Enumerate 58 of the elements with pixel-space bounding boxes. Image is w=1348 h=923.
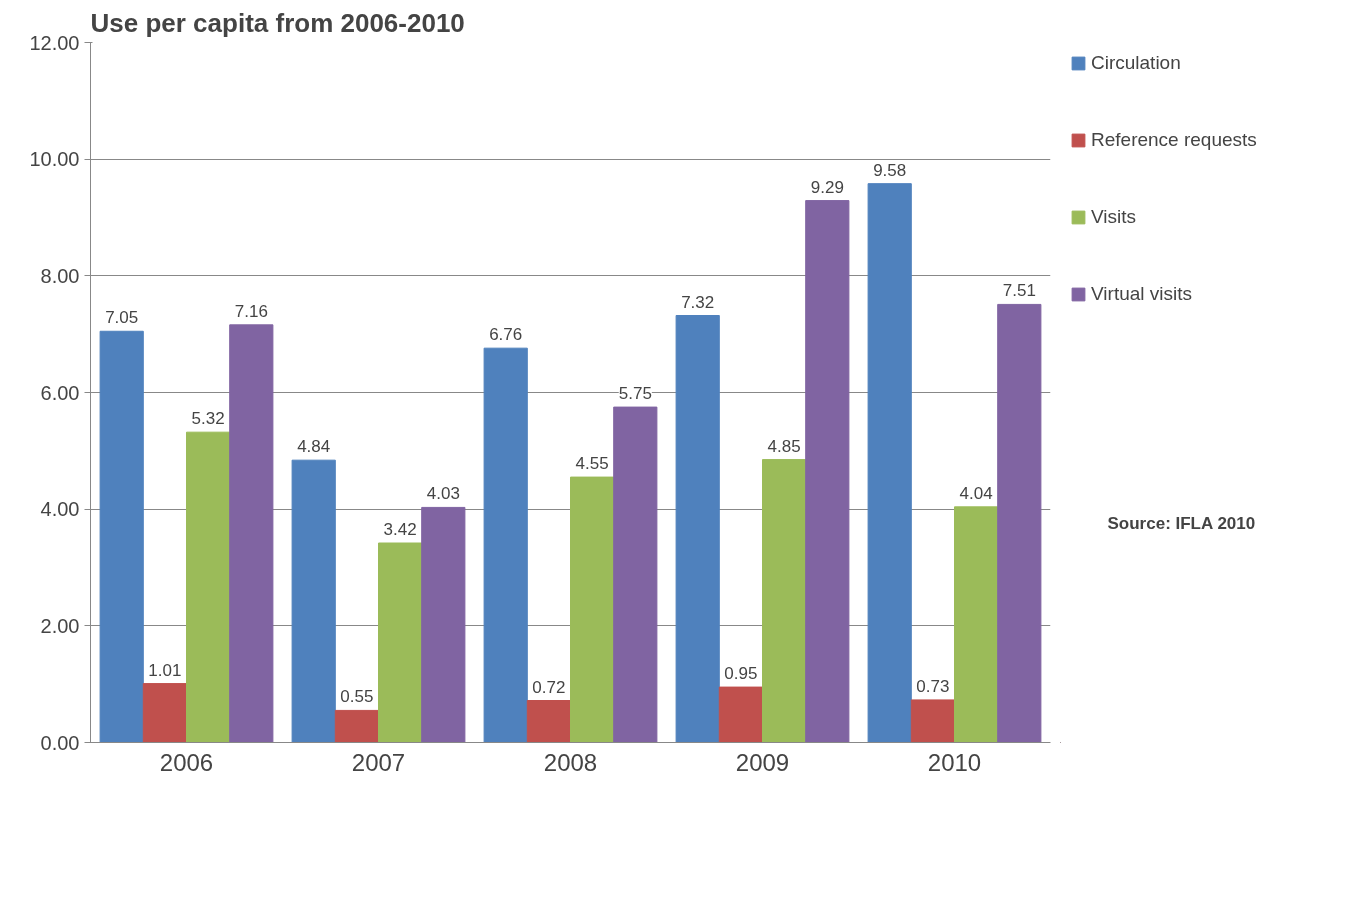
data-label: 4.85 xyxy=(767,436,801,456)
y-tick-label: 4.00 xyxy=(40,498,80,521)
bar xyxy=(570,476,615,743)
bar xyxy=(910,699,955,743)
data-label: 9.29 xyxy=(810,177,844,197)
y-tick-label: 0.00 xyxy=(40,731,80,754)
source-note: Source: IFLA 2010 xyxy=(1107,513,1256,533)
bar xyxy=(526,700,571,743)
data-label: 4.03 xyxy=(426,484,460,504)
y-tick-label: 10.00 xyxy=(29,148,80,171)
chart-title: Use per capita from 2006-2010 xyxy=(90,7,465,38)
bar xyxy=(954,506,999,743)
bar xyxy=(483,347,528,743)
y-tick-label: 8.00 xyxy=(40,264,80,287)
data-label: 5.32 xyxy=(191,409,225,429)
data-label: 4.55 xyxy=(575,454,609,474)
data-label: 0.55 xyxy=(340,687,374,707)
x-tick-label: 2010 xyxy=(927,748,982,776)
data-label: 4.84 xyxy=(297,437,331,457)
legend-label: Virtual visits xyxy=(1091,283,1193,305)
data-label: 5.75 xyxy=(618,384,652,404)
bar xyxy=(997,303,1042,743)
data-label: 6.76 xyxy=(489,325,523,345)
bar xyxy=(142,683,187,743)
data-label: 9.58 xyxy=(873,160,907,180)
bar xyxy=(99,330,144,743)
x-tick-label: 2008 xyxy=(543,748,598,776)
bar xyxy=(867,183,912,743)
data-label: 1.01 xyxy=(148,660,182,680)
data-label: 0.72 xyxy=(532,677,566,697)
data-label: 7.51 xyxy=(1002,281,1036,301)
x-tick-label: 2007 xyxy=(351,748,406,776)
bar xyxy=(334,709,379,743)
bar xyxy=(291,459,336,743)
bar xyxy=(718,686,763,743)
legend-label: Reference requests xyxy=(1091,129,1257,151)
bar xyxy=(186,431,231,743)
data-label: 7.16 xyxy=(234,301,268,321)
bar xyxy=(613,406,658,743)
data-label: 7.05 xyxy=(105,308,139,328)
x-tick-label: 2006 xyxy=(159,748,214,776)
x-tick-label: 2009 xyxy=(735,748,790,776)
data-label: 7.32 xyxy=(681,292,715,312)
y-tick-label: 2.00 xyxy=(40,614,80,637)
y-tick-label: 12.00 xyxy=(29,31,80,54)
y-tick-label: 6.00 xyxy=(40,381,80,404)
bar xyxy=(378,542,423,743)
data-label: 4.04 xyxy=(959,483,993,503)
bar xyxy=(762,459,807,743)
legend-label: Circulation xyxy=(1091,52,1181,74)
bar xyxy=(675,315,720,743)
data-label: 0.95 xyxy=(724,664,758,684)
data-label: 0.73 xyxy=(916,676,950,696)
bar xyxy=(805,200,850,743)
bar xyxy=(421,506,466,743)
data-label: 3.42 xyxy=(383,520,417,539)
bar xyxy=(229,324,274,743)
legend-label: Visits xyxy=(1091,206,1137,228)
